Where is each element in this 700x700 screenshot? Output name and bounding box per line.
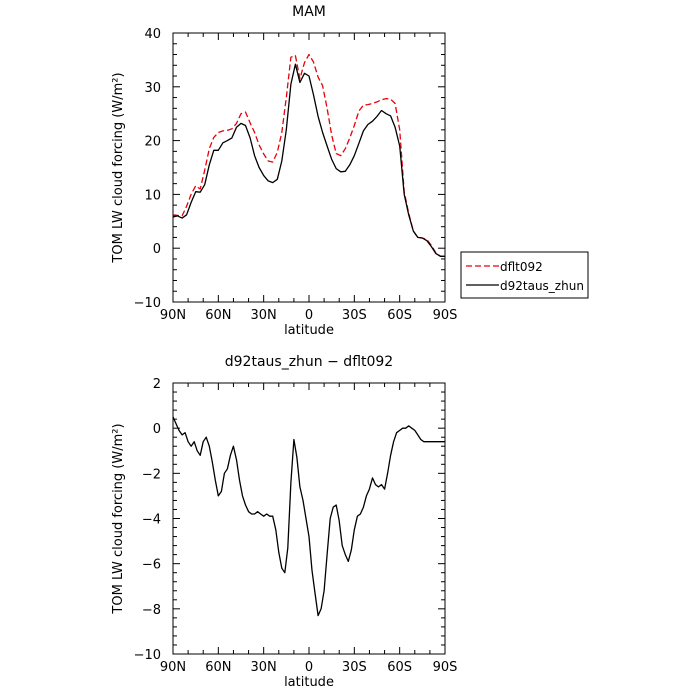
y-tick-label: −4 bbox=[142, 513, 161, 528]
chart-title: MAM bbox=[292, 4, 326, 20]
x-tick-label: 60S bbox=[387, 660, 412, 675]
y-tick-label: −2 bbox=[142, 467, 161, 482]
x-tick-label: 60N bbox=[205, 660, 231, 675]
x-tick-label: 90S bbox=[433, 660, 458, 675]
x-axis-label: latitude bbox=[284, 323, 334, 338]
y-tick-label: 0 bbox=[153, 422, 161, 437]
y-tick-label: −6 bbox=[142, 558, 161, 573]
x-tick-label: 60S bbox=[387, 308, 412, 323]
chart-title: d92taus_zhun − dflt092 bbox=[225, 354, 393, 370]
plot-frame bbox=[172, 382, 446, 655]
chart-panel-2: 90N 60N 30N 0 30S 60S 90S −10 −8 −6 −4 −2 0 2 d92taus_… bbox=[111, 354, 457, 690]
legend-label: d92taus_zhun bbox=[500, 279, 584, 293]
y-tick-label: 0 bbox=[153, 242, 161, 257]
y-tick-label: 40 bbox=[144, 27, 161, 42]
x-axis-label: latitude bbox=[284, 675, 334, 690]
x-tick-label: 0 bbox=[305, 308, 313, 323]
legend-label: dflt092 bbox=[500, 260, 543, 274]
x-tick-label: 30N bbox=[251, 660, 277, 675]
y-tick-label: −10 bbox=[134, 296, 161, 311]
y-tick-label: 30 bbox=[144, 81, 161, 96]
x-tick-label: 90S bbox=[433, 308, 458, 323]
y-tick-label: 2 bbox=[153, 377, 161, 392]
x-tick-label: 60N bbox=[205, 308, 231, 323]
series-line-1 bbox=[172, 53, 445, 257]
x-tick-label: 90N bbox=[160, 660, 186, 675]
series-line-1 bbox=[172, 416, 445, 617]
x-tick-label: 30S bbox=[342, 660, 367, 675]
y-axis-label: TOM LW cloud forcing (W/m²) bbox=[111, 423, 126, 614]
x-tick-label: 30N bbox=[251, 308, 277, 323]
y-tick-label: −10 bbox=[134, 648, 161, 663]
series-line-2 bbox=[172, 63, 445, 257]
plot-frame bbox=[172, 32, 446, 303]
x-tick-label: 30S bbox=[342, 308, 367, 323]
legend-box bbox=[460, 251, 589, 299]
chart-panel-1: 90N 60N 30N 0 30S 60S 90S −10 0 10 20 30 40 MAM latitu… bbox=[111, 4, 589, 338]
x-tick-label: 90N bbox=[160, 308, 186, 323]
x-tick-label: 0 bbox=[305, 660, 313, 675]
y-tick-label: 10 bbox=[144, 188, 161, 203]
y-axis-label: TOM LW cloud forcing (W/m²) bbox=[111, 72, 126, 263]
y-tick-label: 20 bbox=[144, 135, 161, 150]
y-tick-label: −8 bbox=[142, 603, 161, 618]
